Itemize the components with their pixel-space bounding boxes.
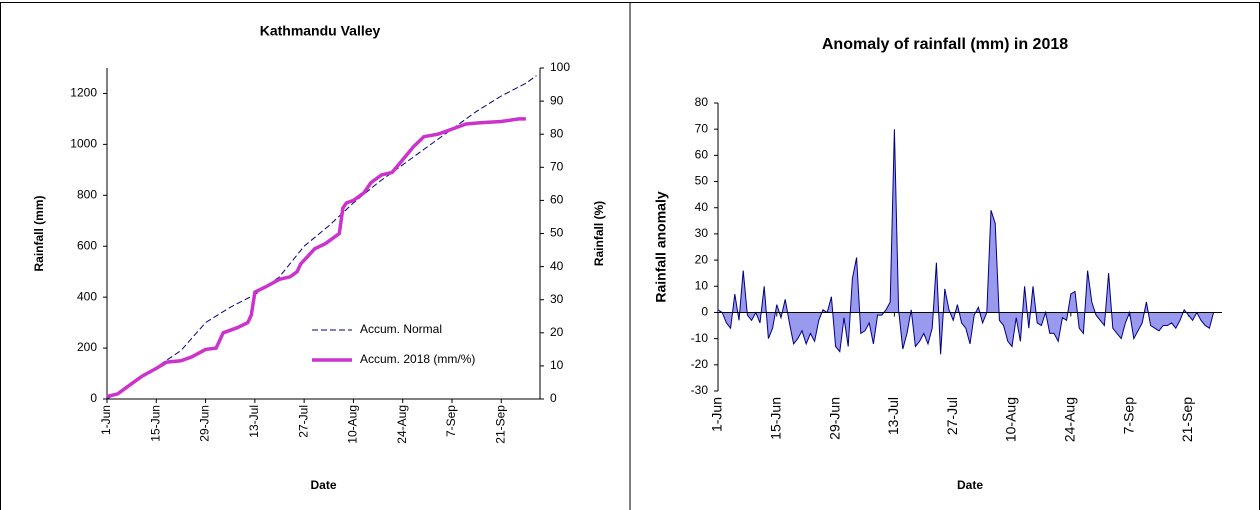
y-axis-label: Rainfall anomaly: [653, 191, 669, 302]
y-tick-label: 200: [77, 340, 97, 354]
y2-tick-label: 80: [550, 126, 564, 140]
y-tick-label: 600: [77, 238, 97, 252]
y-tick-label: -30: [691, 383, 709, 397]
y-tick-label: 40: [695, 200, 709, 214]
y-tick-label: 30: [695, 226, 709, 240]
x-tick-label: 15-Jun: [148, 405, 162, 442]
legend-label: Accum. 2018 (mm/%): [360, 352, 475, 366]
x-tick-label: 21-Sep: [493, 405, 507, 444]
y-tick-label: -20: [691, 357, 709, 371]
y-tick-label: 10: [695, 278, 709, 292]
y-tick-label: 50: [695, 174, 709, 188]
x-tick-label: 10-Aug: [346, 405, 360, 444]
y2-axis-label: Rainfall (%): [592, 201, 606, 266]
y-tick-label: 800: [77, 187, 97, 201]
y-tick-label: 70: [695, 121, 709, 135]
x-tick-label: 1-Jun: [709, 397, 725, 432]
y2-tick-label: 90: [550, 93, 564, 107]
x-tick-label: 1-Jun: [99, 405, 113, 435]
y-tick-label: 0: [701, 305, 708, 319]
x-tick-label: 7-Sep: [444, 405, 458, 437]
x-tick-label: 29-Jun: [826, 397, 842, 440]
x-tick-label: 7-Sep: [1120, 397, 1136, 435]
x-tick-label: 27-Jul: [944, 397, 960, 435]
x-tick-label: 21-Sep: [1179, 397, 1195, 442]
chart-title: Anomaly of rainfall (mm) in 2018: [822, 36, 1068, 53]
series-line: [106, 117, 526, 399]
x-tick-label: 27-Jul: [296, 405, 310, 438]
y2-tick-label: 40: [550, 259, 564, 273]
y-tick-label: 1200: [70, 86, 97, 100]
y2-tick-label: 100: [550, 60, 570, 74]
x-tick-label: 24-Aug: [395, 405, 409, 444]
y2-tick-label: 70: [550, 159, 564, 173]
y2-tick-label: 20: [550, 325, 564, 339]
y-tick-label: 400: [77, 289, 97, 303]
x-tick-label: 24-Aug: [1062, 397, 1078, 442]
y2-tick-label: 60: [550, 193, 564, 207]
y-tick-label: -10: [691, 331, 709, 345]
series-line: [106, 75, 537, 400]
x-axis-label: Date: [310, 478, 336, 492]
y-axis-label: Rainfall (mm): [32, 195, 46, 271]
y2-tick-label: 50: [550, 226, 564, 240]
y-tick-label: 60: [695, 148, 709, 162]
y2-tick-label: 30: [550, 292, 564, 306]
x-tick-label: 29-Jun: [198, 405, 212, 442]
x-axis-label: Date: [957, 478, 983, 492]
y2-tick-label: 10: [550, 358, 564, 372]
legend-label: Accum. Normal: [360, 322, 442, 336]
x-tick-label: 13-Jul: [885, 397, 901, 435]
y2-tick-label: 0: [550, 391, 557, 405]
x-tick-label: 10-Aug: [1003, 397, 1019, 442]
y-tick-label: 80: [695, 95, 709, 109]
y-tick-label: 0: [90, 391, 97, 405]
chart-title: Kathmandu Valley: [260, 23, 381, 39]
area-line: [717, 129, 1218, 355]
y-tick-label: 20: [695, 252, 709, 266]
x-tick-label: 15-Jun: [768, 397, 784, 440]
x-tick-label: 13-Jul: [247, 405, 261, 438]
y-tick-label: 1000: [70, 137, 97, 151]
